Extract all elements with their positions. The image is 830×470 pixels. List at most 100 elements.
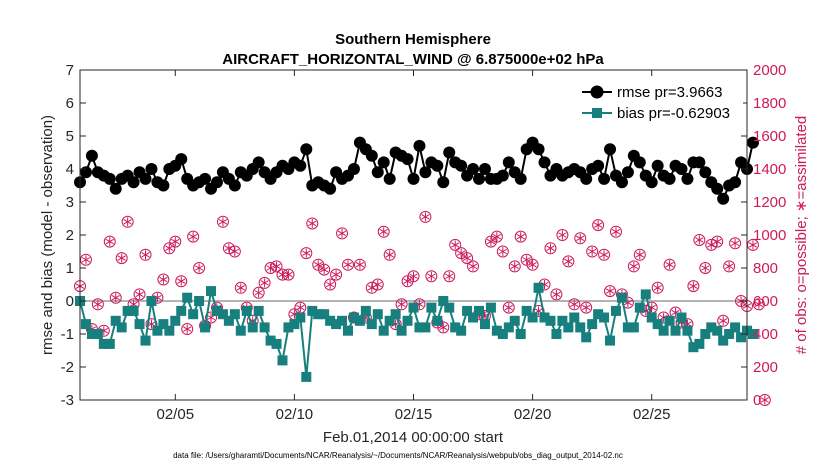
rmse-point	[478, 163, 491, 175]
bias-point	[551, 329, 562, 339]
obs-count-point	[252, 286, 265, 299]
obs-count-point	[103, 235, 116, 248]
rmse-point	[592, 159, 605, 172]
bias-point	[527, 312, 538, 323]
bias-point	[468, 312, 479, 323]
bias-point	[622, 322, 633, 333]
chart-subtitle: AIRCRAFT_HORIZONTAL_WIND @ 6.875000e+02 …	[222, 51, 604, 68]
bias-point	[628, 322, 639, 333]
rmse-point	[300, 143, 313, 156]
bias-point	[342, 325, 353, 336]
bias-point	[307, 305, 318, 316]
y-tick-label: 0	[66, 293, 74, 310]
rmse-point	[365, 149, 378, 162]
y-right-tick-label: 1200	[753, 194, 786, 211]
bias-point	[420, 322, 431, 333]
bias-point	[259, 322, 270, 333]
x-tick-label: 02/10	[276, 406, 314, 423]
bias-point	[283, 322, 294, 333]
rmse-point	[109, 182, 122, 195]
rmse-point	[717, 192, 730, 205]
bias-point	[557, 315, 568, 326]
y-tick-label: 3	[66, 194, 74, 211]
rmse-point	[175, 153, 188, 166]
rmse-point	[407, 172, 420, 185]
bias-point	[426, 302, 437, 313]
obs-count-point	[526, 258, 539, 271]
bias-point	[736, 332, 747, 343]
obs-count-point	[502, 301, 515, 314]
bias-point	[140, 335, 151, 346]
bias-point	[104, 338, 115, 349]
bias-point	[319, 309, 330, 320]
bias-point	[730, 322, 741, 333]
obs-count-point	[449, 238, 462, 251]
obs-count-point	[330, 268, 343, 281]
obs-count-point	[234, 281, 247, 294]
obs-count-point	[193, 262, 206, 274]
rmse-point	[693, 156, 706, 169]
legend-rmse-marker	[590, 85, 604, 99]
obs-count-point	[109, 291, 122, 304]
obs-count-point	[371, 278, 384, 291]
obs-count-point	[609, 225, 622, 238]
obs-count-point	[592, 219, 605, 232]
obs-count-point	[187, 230, 200, 243]
rmse-series	[74, 136, 759, 205]
obs-count-series	[74, 210, 771, 406]
x-axis: 02/05 02/10 02/15 02/20 02/25	[157, 70, 670, 423]
obs-count-point	[723, 260, 736, 273]
bias-point	[176, 305, 187, 316]
bias-point	[724, 329, 735, 339]
bias-point	[301, 371, 312, 382]
bias-point	[581, 332, 592, 343]
bias-point	[575, 322, 586, 333]
obs-count-point	[580, 301, 593, 314]
obs-count-point	[300, 247, 313, 260]
y-right-tick-label: 1800	[753, 95, 786, 112]
y-right-tick-label: 400	[753, 326, 778, 343]
bias-point	[289, 319, 300, 330]
rmse-point	[645, 176, 658, 189]
bias-point	[497, 329, 508, 339]
bias-point	[200, 322, 211, 333]
obs-count-point	[693, 233, 706, 246]
bias-point	[98, 338, 109, 349]
obs-count-point	[496, 245, 509, 258]
obs-count-point	[598, 248, 611, 261]
bias-point	[223, 315, 234, 326]
bias-point	[593, 309, 604, 320]
rmse-point	[371, 166, 384, 179]
bias-point	[444, 302, 455, 313]
rmse-point	[455, 159, 468, 172]
rmse-point	[157, 179, 170, 192]
obs-count-point	[121, 215, 134, 228]
obs-count-point	[586, 245, 599, 258]
bias-point	[348, 312, 359, 323]
rmse-point	[615, 176, 628, 189]
obs-count-point	[407, 270, 420, 283]
bias-point	[235, 325, 246, 336]
bias-point	[700, 329, 711, 339]
y-tick-label: 4	[66, 161, 74, 178]
bias-point	[462, 305, 473, 316]
obs-count-point	[133, 288, 146, 301]
bias-point	[384, 315, 395, 326]
obs-count-point	[341, 258, 354, 271]
rmse-point	[502, 156, 515, 169]
bias-point	[182, 292, 193, 303]
bias-point	[640, 289, 651, 300]
bias-point	[390, 309, 401, 320]
bias-point	[676, 312, 687, 323]
obs-count-point	[336, 227, 349, 240]
legend-rmse-label: rmse pr=3.9663	[617, 84, 722, 101]
bias-point	[605, 335, 616, 346]
y-right-tick-label: 1000	[753, 227, 786, 244]
bias-point	[563, 322, 574, 333]
obs-count-point	[443, 270, 456, 283]
obs-count-point	[377, 225, 390, 238]
y-right-tick-label: 1600	[753, 128, 786, 145]
rmse-point	[633, 156, 646, 169]
bias-point	[479, 319, 490, 330]
chart-title: Southern Hemisphere	[335, 31, 491, 48]
